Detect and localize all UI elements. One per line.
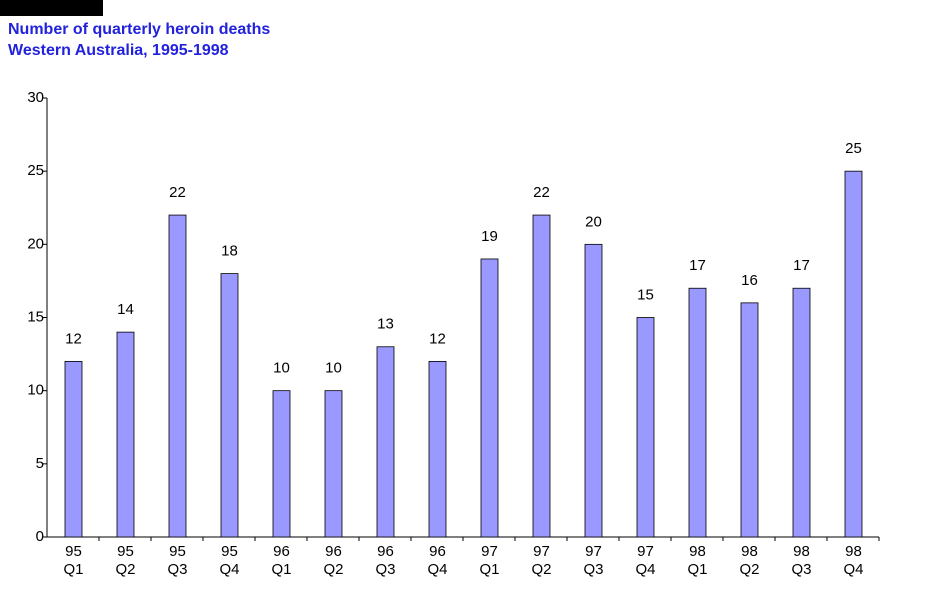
bar [688,287,707,538]
bar [428,360,447,538]
data-label: 17 [793,257,810,274]
bar [324,390,343,538]
data-label: 12 [429,330,446,347]
y-tick-label: 5 [36,455,44,472]
data-label: 22 [533,184,550,201]
x-tick-label: Q1 [63,561,83,578]
x-tick-label: 96 [325,543,342,560]
x-tick-label: 98 [689,543,706,560]
x-tick-label: Q2 [115,561,135,578]
y-tick-label: 30 [27,89,44,106]
bar [480,258,499,538]
x-tick-label: 98 [845,543,862,560]
x-tick-label: Q3 [583,561,603,578]
data-label: 22 [169,184,186,201]
data-label: 18 [221,243,238,260]
x-tick-label: Q4 [843,561,863,578]
x-tick-label: Q2 [739,561,759,578]
y-tick-label: 20 [27,235,44,252]
x-tick-label: Q3 [375,561,395,578]
x-tick-label: Q2 [531,561,551,578]
x-tick-label: Q1 [687,561,707,578]
bar [116,331,135,538]
x-tick-label: 97 [533,543,550,560]
data-label: 12 [65,330,82,347]
y-tick-label: 15 [27,308,44,325]
x-tick-label: 95 [65,543,82,560]
x-tick-label: Q3 [167,561,187,578]
data-label: 14 [117,301,134,318]
y-tick-label: 25 [27,162,44,179]
x-tick-label: 95 [117,543,134,560]
data-label: 16 [741,272,758,289]
y-tick-label: 0 [36,528,44,545]
x-tick-label: 96 [377,543,394,560]
x-tick-label: 96 [273,543,290,560]
x-tick-label: Q3 [791,561,811,578]
bar [584,243,603,538]
bar [168,214,187,538]
data-label: 25 [845,140,862,157]
x-tick-label: 98 [793,543,810,560]
data-label: 20 [585,213,602,230]
data-label: 10 [325,360,342,377]
x-tick-label: 98 [741,543,758,560]
x-tick-label: 95 [221,543,238,560]
bar [376,346,395,538]
x-tick-label: 97 [585,543,602,560]
bar [220,273,239,538]
x-tick-label: 95 [169,543,186,560]
data-label: 17 [689,257,706,274]
chart-title: Number of quarterly heroin deaths [8,21,270,38]
x-tick-label: 96 [429,543,446,560]
header-tab [0,0,103,16]
bar [64,360,83,538]
bar [532,214,551,538]
x-tick-label: Q1 [479,561,499,578]
x-tick-label: 97 [481,543,498,560]
data-label: 19 [481,228,498,245]
x-tick-label: Q4 [635,561,655,578]
data-label: 10 [273,360,290,377]
x-tick-label: Q4 [219,561,239,578]
bar [792,287,811,538]
bar [844,170,863,538]
bar [740,302,759,538]
x-tick-label: Q2 [323,561,343,578]
chart-subtitle: Western Australia, 1995-1998 [8,42,229,59]
bar [636,317,655,538]
x-tick-label: Q1 [271,561,291,578]
x-tick-label: 97 [637,543,654,560]
bar [272,390,291,538]
x-tick-label: Q4 [427,561,447,578]
data-label: 15 [637,286,654,303]
y-tick-label: 10 [27,382,44,399]
data-label: 13 [377,316,394,333]
